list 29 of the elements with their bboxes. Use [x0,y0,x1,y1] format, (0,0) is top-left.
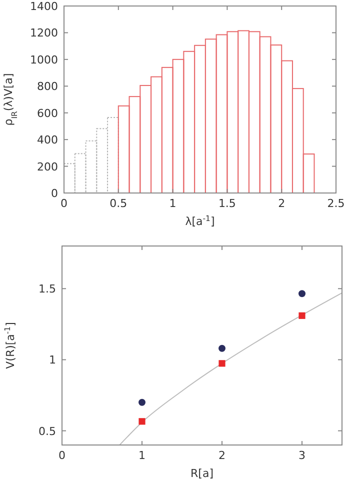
point [138,418,146,425]
y-tick-label: 1200 [30,26,58,40]
x-tick-label: 1 [138,449,146,462]
x-axis-title: λ[a$^{-1}$] [185,214,215,228]
point [138,398,146,406]
y-tick-label: 0 [51,187,58,200]
x-tick-label: 0 [60,197,68,210]
x-axis-title: R[a] [190,467,214,480]
point [298,290,306,298]
y-tick-label: 800 [37,80,58,94]
y-tick-label: 1400 [30,0,58,13]
x-tick-label: 2.5 [327,197,345,210]
y-tick-label: 0.5 [38,424,56,438]
x-tick-label: 2 [278,197,286,210]
point [218,360,226,367]
x-tick-label: 1.5 [218,197,236,210]
x-tick-label: 3 [298,449,306,462]
y-tick-label: 200 [37,160,58,174]
y-tick-label: 400 [37,134,58,147]
y-tick-label: 1.5 [38,282,56,296]
x-tick-label: 1 [169,197,176,210]
y-tick-label: 1000 [30,53,58,66]
point [218,344,226,352]
x-tick-label: 0.5 [110,197,128,210]
x-tick-label: 2 [218,449,226,462]
point [298,312,306,319]
y-tick-label: 1 [49,354,56,367]
y-tick-label: 600 [37,106,58,120]
line-series [119,292,342,445]
